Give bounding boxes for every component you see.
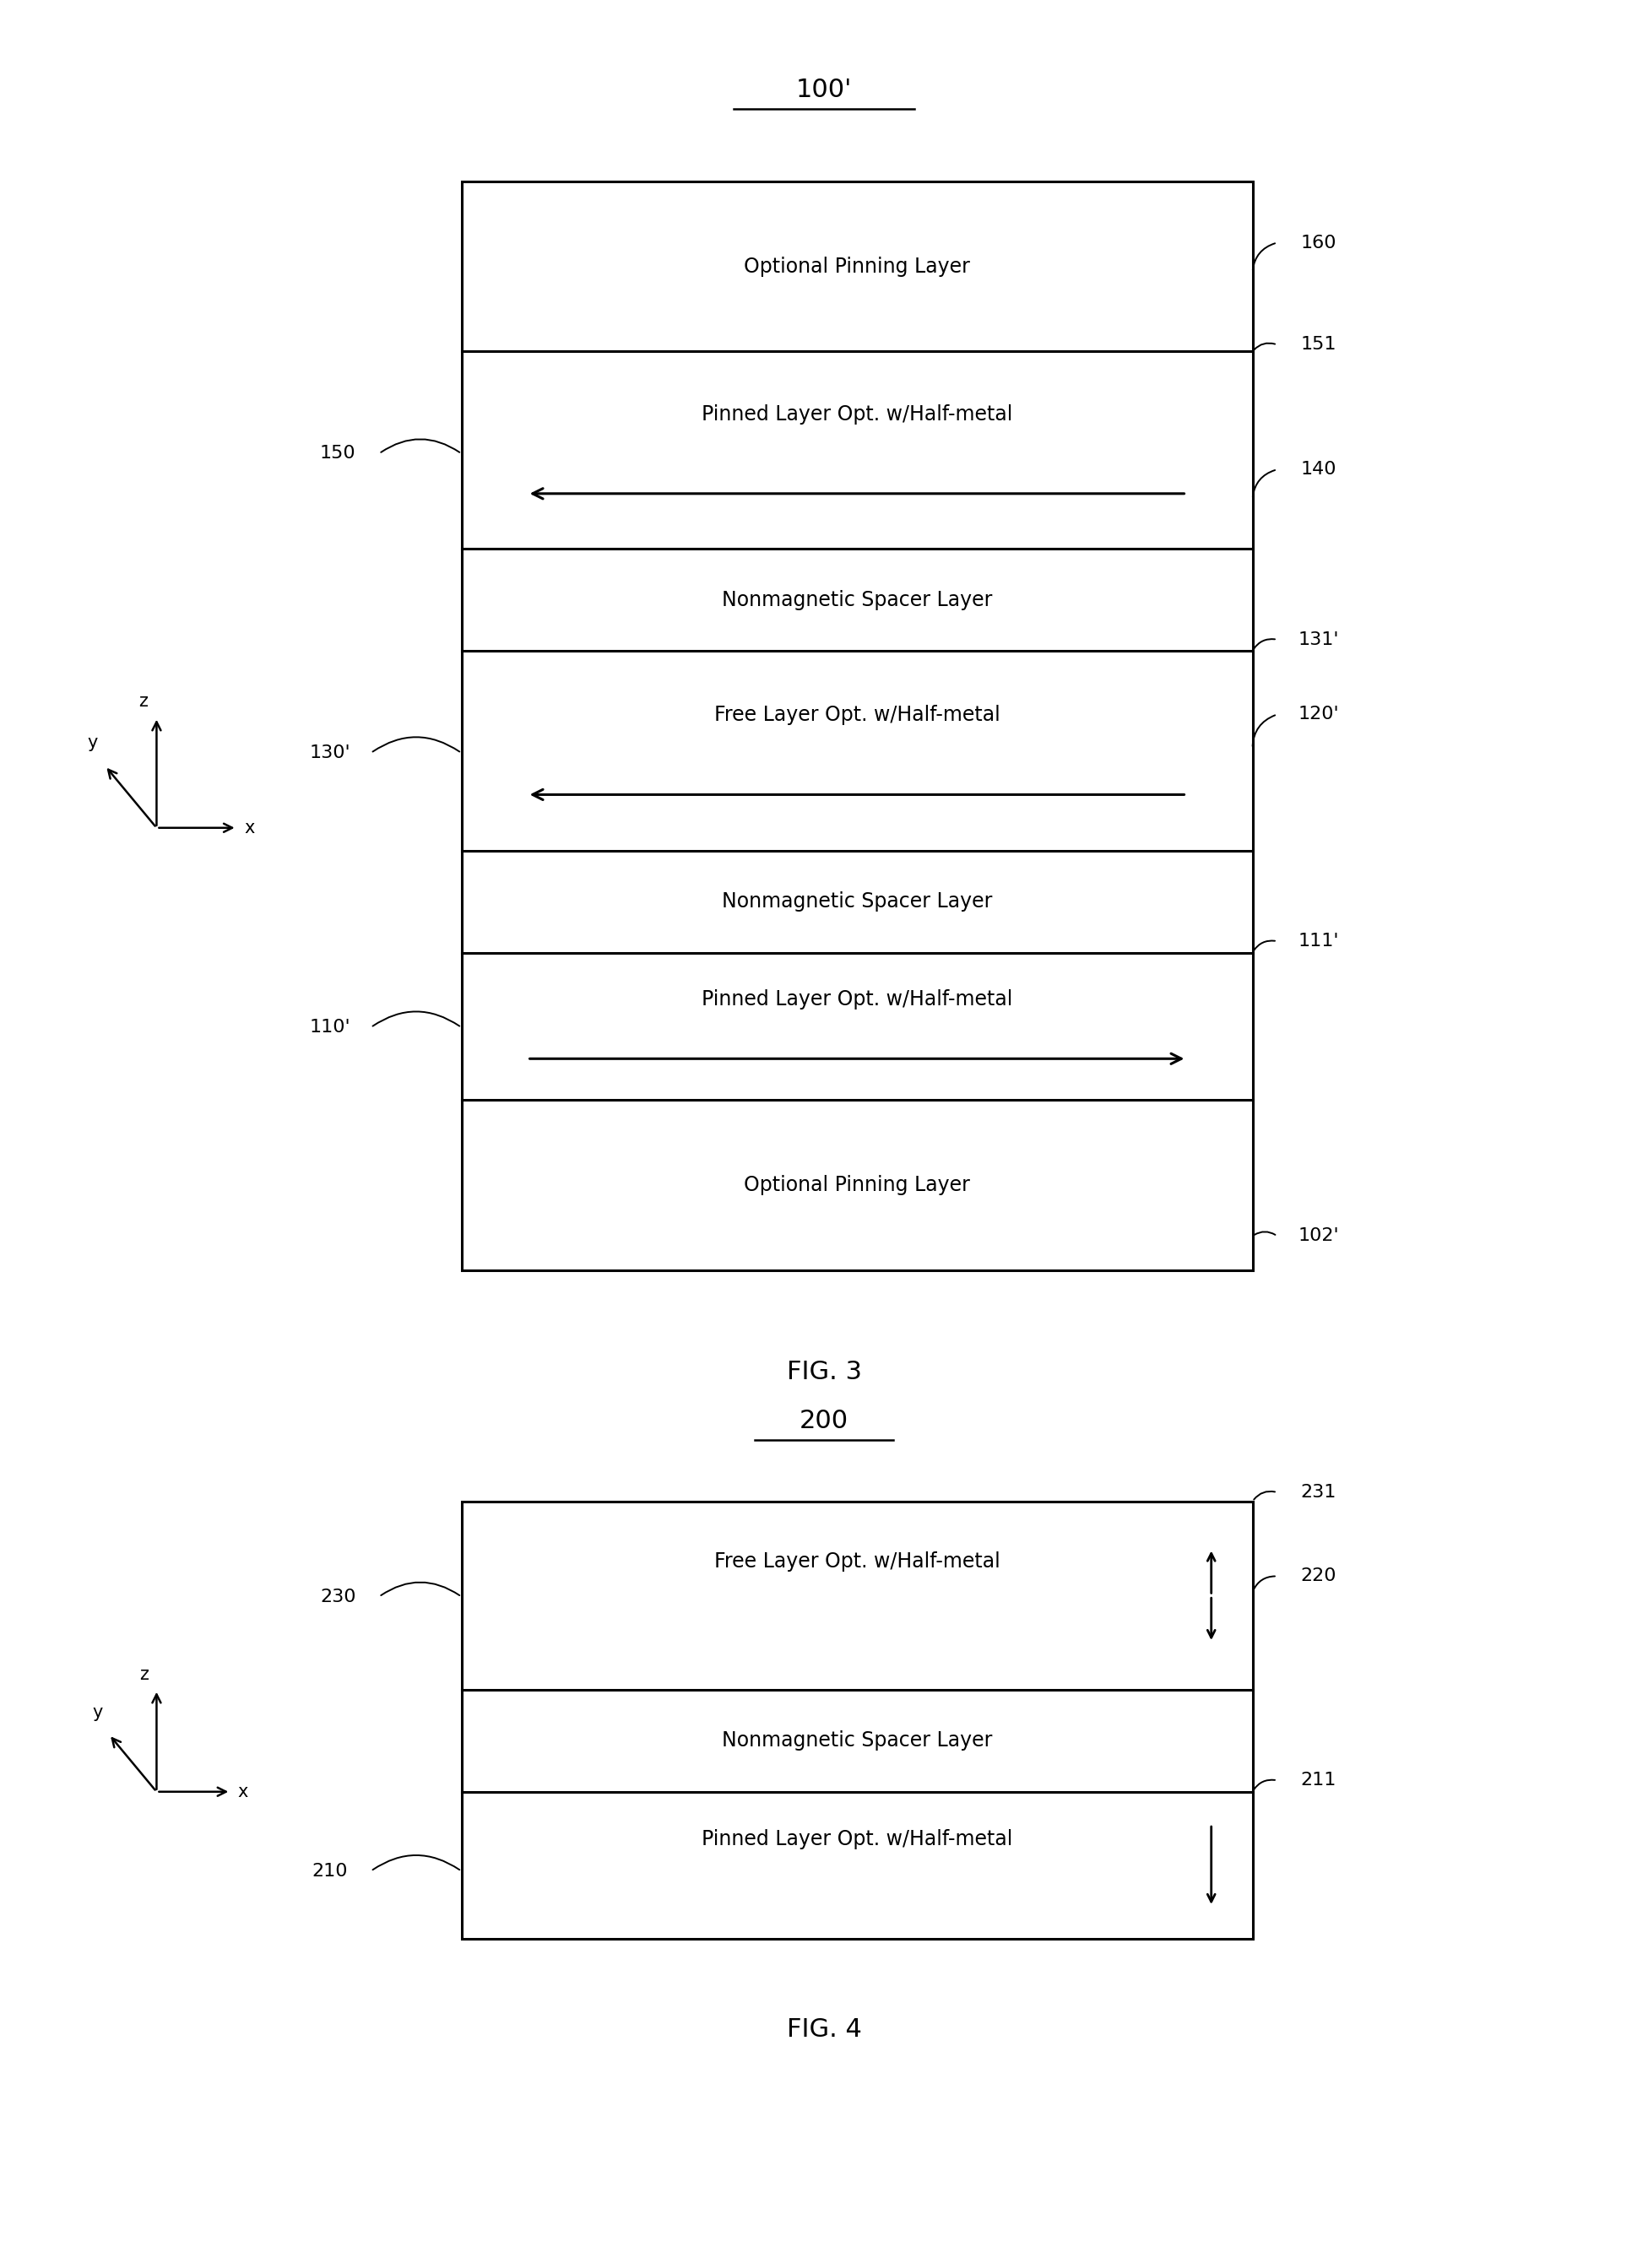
Text: 102': 102' (1299, 1227, 1338, 1245)
Text: 131': 131' (1299, 631, 1338, 649)
Text: Pinned Layer Opt. w/Half-metal: Pinned Layer Opt. w/Half-metal (702, 404, 1012, 424)
Text: 111': 111' (1299, 932, 1338, 950)
Bar (461, 1501, 1252, 1939)
Text: 110': 110' (310, 1018, 349, 1036)
Text: 220: 220 (1300, 1567, 1337, 1585)
Text: 150: 150 (320, 445, 356, 463)
Text: y: y (92, 1703, 102, 1721)
Text: 211: 211 (1300, 1771, 1337, 1789)
Text: Optional Pinning Layer: Optional Pinning Layer (743, 1175, 971, 1195)
Text: 130': 130' (310, 744, 349, 762)
Text: Optional Pinning Layer: Optional Pinning Layer (743, 256, 971, 277)
Text: 151: 151 (1300, 336, 1337, 354)
Text: Pinned Layer Opt. w/Half-metal: Pinned Layer Opt. w/Half-metal (702, 1828, 1012, 1848)
Text: Nonmagnetic Spacer Layer: Nonmagnetic Spacer Layer (722, 891, 992, 912)
Text: x: x (244, 819, 255, 837)
Text: x: x (237, 1783, 249, 1801)
Text: FIG. 3: FIG. 3 (786, 1361, 862, 1383)
Text: z: z (138, 694, 148, 710)
Text: 120': 120' (1299, 705, 1338, 723)
Text: 230: 230 (320, 1588, 356, 1606)
Text: Nonmagnetic Spacer Layer: Nonmagnetic Spacer Layer (722, 1730, 992, 1751)
Text: z: z (140, 1667, 148, 1683)
Text: y: y (87, 735, 97, 751)
Text: 100': 100' (796, 77, 852, 102)
Text: FIG. 4: FIG. 4 (786, 2019, 862, 2041)
Text: 210: 210 (311, 1862, 348, 1880)
Text: Free Layer Opt. w/Half-metal: Free Layer Opt. w/Half-metal (714, 705, 1000, 726)
Bar (461, 181, 1252, 1270)
Text: 231: 231 (1300, 1483, 1337, 1501)
Text: 160: 160 (1300, 234, 1337, 252)
Text: 140: 140 (1300, 460, 1337, 479)
Text: 200: 200 (799, 1408, 849, 1433)
Text: Pinned Layer Opt. w/Half-metal: Pinned Layer Opt. w/Half-metal (702, 989, 1012, 1009)
Text: Nonmagnetic Spacer Layer: Nonmagnetic Spacer Layer (722, 590, 992, 610)
Text: Free Layer Opt. w/Half-metal: Free Layer Opt. w/Half-metal (714, 1551, 1000, 1572)
